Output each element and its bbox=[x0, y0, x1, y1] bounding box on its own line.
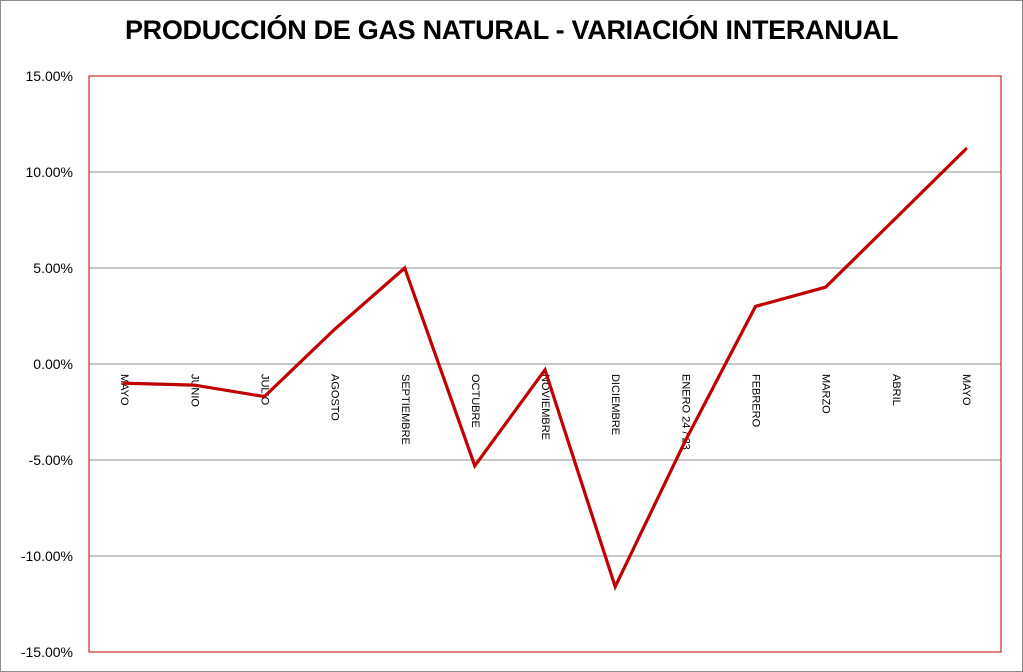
y-tick-label: 5.00% bbox=[33, 260, 73, 276]
series-layer bbox=[122, 147, 968, 591]
x-category-label: DICIEMBRE bbox=[609, 374, 621, 435]
x-category-label: JULIO bbox=[258, 374, 270, 406]
x-category-label: FEBRERO bbox=[750, 374, 762, 428]
y-tick-label: -15.00% bbox=[21, 644, 73, 660]
x-category-label: JUNIO bbox=[188, 374, 200, 407]
x-category-label: MAYO bbox=[960, 374, 972, 406]
series-line bbox=[122, 147, 968, 591]
x-category-label: OCTUBRE bbox=[469, 374, 481, 428]
x-category-label: MARZO bbox=[820, 374, 832, 414]
x-category-label: MAYO bbox=[118, 374, 130, 406]
x-category-label: ENERO 24 / 23 bbox=[679, 374, 691, 450]
plot-area-border bbox=[88, 75, 1002, 653]
y-tick-label: -5.00% bbox=[29, 452, 73, 468]
y-tick-label: 10.00% bbox=[26, 164, 73, 180]
y-tick-label: -10.00% bbox=[21, 548, 73, 564]
y-tick-label: 15.00% bbox=[26, 68, 73, 84]
x-category-label: SEPTIEMBRE bbox=[399, 374, 411, 445]
x-category-label: AGOSTO bbox=[329, 374, 341, 421]
y-tick-label: 0.00% bbox=[33, 356, 73, 372]
y-axis-tick-labels: -15.00% -10.00% -5.00% 0.00% 5.00% 10.00% 15.0… bbox=[21, 68, 73, 660]
gridlines bbox=[89, 171, 1001, 557]
x-category-label: ABRIL bbox=[890, 374, 902, 406]
chart-title: PRODUCCIÓN DE GAS NATURAL - VARIACIÓN IN… bbox=[124, 15, 899, 45]
x-axis-category-labels: MAYO JUNIO JULIO AGOSTO SEPTIEMBRE OCTUBRE NOV… bbox=[118, 374, 972, 450]
x-category-label: NOVIEMBRE bbox=[539, 374, 551, 440]
